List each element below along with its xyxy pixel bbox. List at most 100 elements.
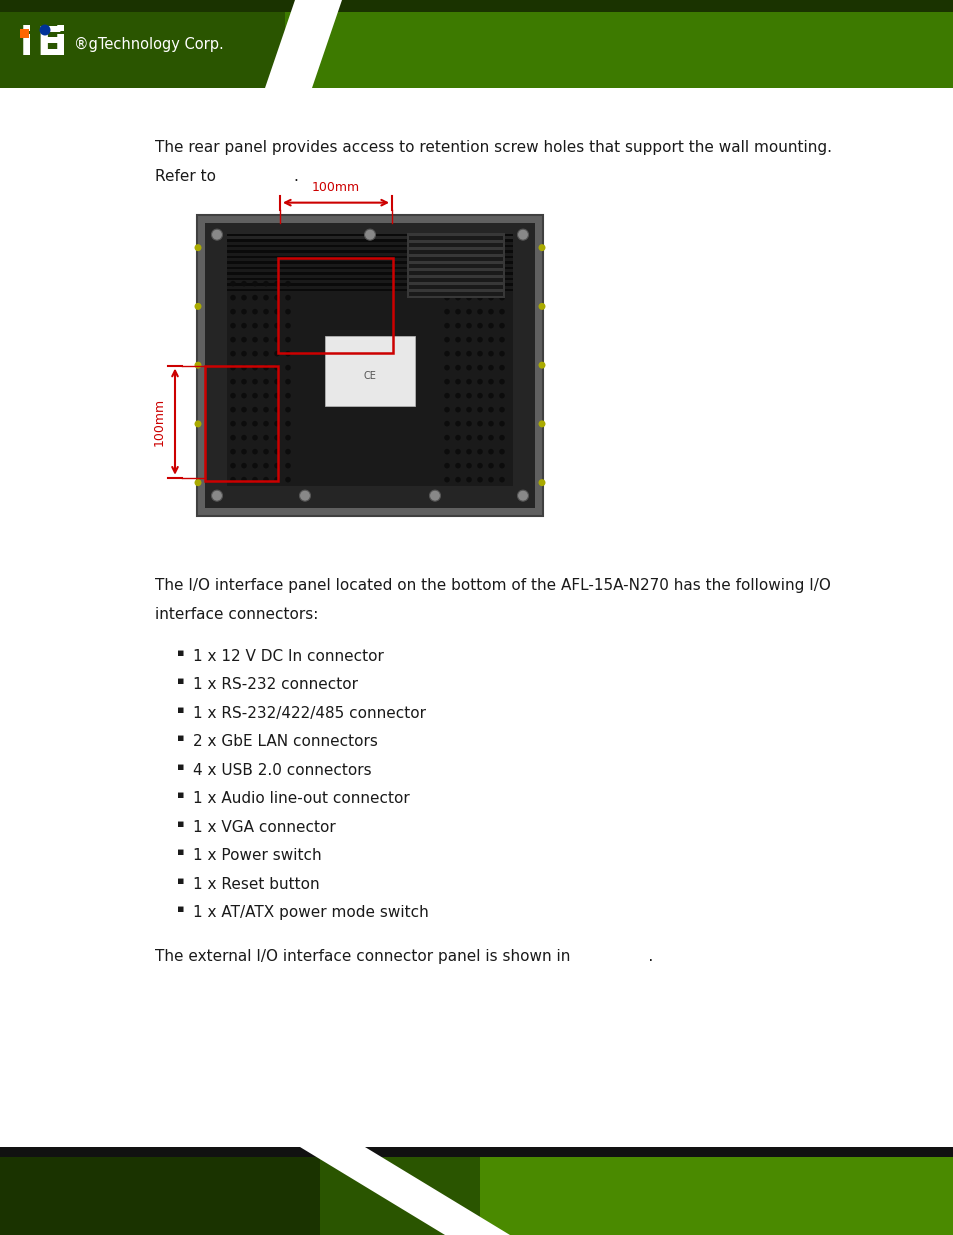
Circle shape xyxy=(274,337,279,342)
Text: ▪: ▪ xyxy=(177,705,184,715)
Bar xyxy=(0,0,953,12)
Circle shape xyxy=(466,309,472,315)
Circle shape xyxy=(285,379,291,384)
Circle shape xyxy=(212,230,222,240)
Circle shape xyxy=(241,322,247,329)
Bar xyxy=(409,242,502,247)
Circle shape xyxy=(476,406,482,412)
Circle shape xyxy=(274,295,279,300)
Circle shape xyxy=(241,463,247,468)
Circle shape xyxy=(230,351,235,357)
Circle shape xyxy=(466,406,472,412)
Circle shape xyxy=(488,463,494,468)
Circle shape xyxy=(230,463,235,468)
Circle shape xyxy=(498,322,504,329)
Circle shape xyxy=(194,420,201,427)
Circle shape xyxy=(285,448,291,454)
Circle shape xyxy=(444,337,449,342)
Circle shape xyxy=(285,435,291,441)
Circle shape xyxy=(488,435,494,441)
Bar xyxy=(409,291,502,295)
Bar xyxy=(409,284,502,289)
Text: The I/O interface panel located on the bottom of the AFL-15A-N270 has the follow: The I/O interface panel located on the b… xyxy=(154,578,830,593)
Circle shape xyxy=(455,477,460,483)
Polygon shape xyxy=(265,0,341,88)
Circle shape xyxy=(476,379,482,384)
Circle shape xyxy=(455,295,460,300)
Circle shape xyxy=(488,322,494,329)
Text: 1 x Audio line-out connector: 1 x Audio line-out connector xyxy=(193,792,410,806)
Text: 1 x RS-232 connector: 1 x RS-232 connector xyxy=(193,678,357,693)
Circle shape xyxy=(444,463,449,468)
Text: 1 x AT/ATX power mode switch: 1 x AT/ATX power mode switch xyxy=(193,905,428,920)
Bar xyxy=(409,270,502,274)
Circle shape xyxy=(455,393,460,399)
Circle shape xyxy=(466,364,472,370)
Circle shape xyxy=(274,393,279,399)
Circle shape xyxy=(444,309,449,315)
Circle shape xyxy=(429,490,440,501)
Bar xyxy=(277,258,393,353)
Circle shape xyxy=(230,295,235,300)
Circle shape xyxy=(241,393,247,399)
Circle shape xyxy=(455,379,460,384)
Circle shape xyxy=(252,421,257,426)
Circle shape xyxy=(263,463,269,468)
Circle shape xyxy=(488,406,494,412)
Circle shape xyxy=(537,362,545,369)
Circle shape xyxy=(252,379,257,384)
Text: E: E xyxy=(36,25,63,63)
Text: i: i xyxy=(54,25,67,63)
Circle shape xyxy=(488,309,494,315)
Circle shape xyxy=(476,463,482,468)
Circle shape xyxy=(252,463,257,468)
Circle shape xyxy=(252,337,257,342)
Circle shape xyxy=(466,322,472,329)
Bar xyxy=(409,278,502,282)
Circle shape xyxy=(263,406,269,412)
Circle shape xyxy=(498,406,504,412)
Circle shape xyxy=(274,406,279,412)
Circle shape xyxy=(241,295,247,300)
Circle shape xyxy=(488,421,494,426)
Circle shape xyxy=(488,351,494,357)
Circle shape xyxy=(230,477,235,483)
Circle shape xyxy=(241,280,247,287)
Circle shape xyxy=(498,477,504,483)
Circle shape xyxy=(274,435,279,441)
Circle shape xyxy=(498,421,504,426)
Circle shape xyxy=(274,463,279,468)
Circle shape xyxy=(498,280,504,287)
Circle shape xyxy=(444,393,449,399)
Circle shape xyxy=(274,351,279,357)
Circle shape xyxy=(241,379,247,384)
Circle shape xyxy=(241,435,247,441)
Bar xyxy=(409,249,502,253)
Text: 1 x 12 V DC In connector: 1 x 12 V DC In connector xyxy=(193,648,383,664)
Circle shape xyxy=(444,351,449,357)
Text: ▪: ▪ xyxy=(177,819,184,829)
Circle shape xyxy=(230,280,235,287)
Text: ▪: ▪ xyxy=(177,876,184,885)
Text: 2 x GbE LAN connectors: 2 x GbE LAN connectors xyxy=(193,735,377,750)
Circle shape xyxy=(444,379,449,384)
Circle shape xyxy=(263,280,269,287)
Text: CE: CE xyxy=(363,370,376,380)
Circle shape xyxy=(285,295,291,300)
Bar xyxy=(205,222,535,508)
Text: 1 x Reset button: 1 x Reset button xyxy=(193,877,319,892)
Circle shape xyxy=(285,322,291,329)
Text: The rear panel provides access to retention screw holes that support the wall mo: The rear panel provides access to retent… xyxy=(154,140,831,156)
Bar xyxy=(0,0,953,88)
Text: 1 x VGA connector: 1 x VGA connector xyxy=(193,820,335,835)
Circle shape xyxy=(263,309,269,315)
Bar xyxy=(227,241,513,485)
Circle shape xyxy=(39,25,51,36)
Circle shape xyxy=(476,280,482,287)
Bar xyxy=(227,251,513,253)
Circle shape xyxy=(455,351,460,357)
Circle shape xyxy=(274,280,279,287)
Circle shape xyxy=(498,393,504,399)
Circle shape xyxy=(466,295,472,300)
Circle shape xyxy=(252,435,257,441)
